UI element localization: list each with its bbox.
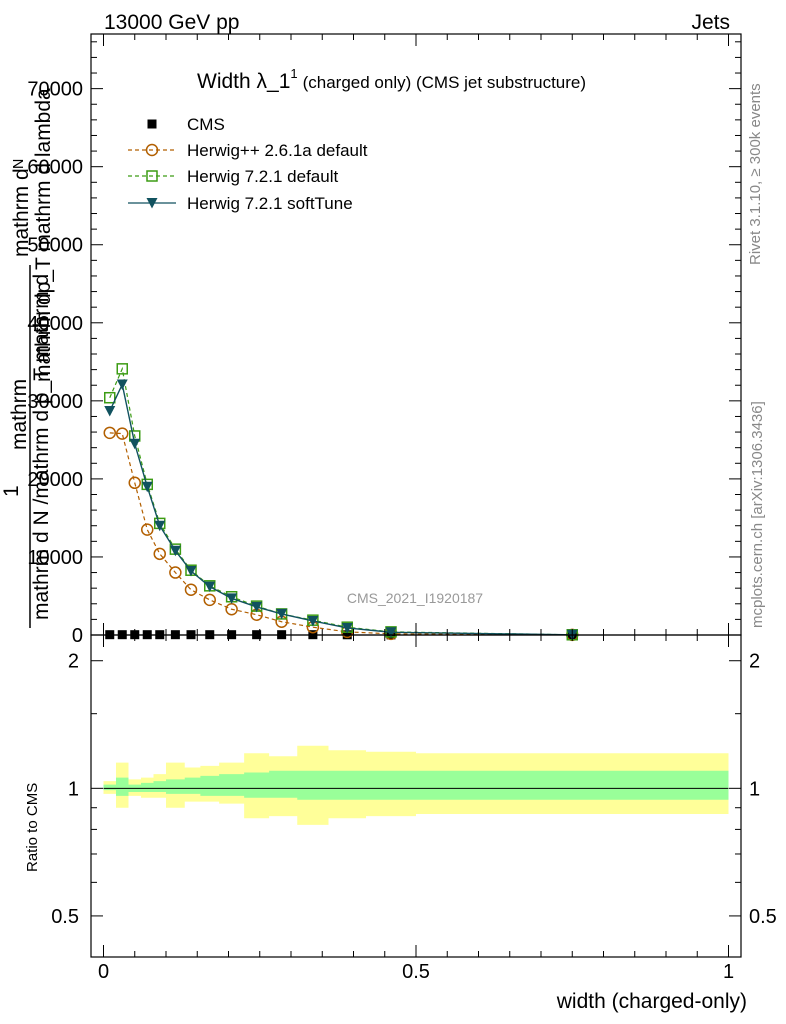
header-right: Jets <box>691 11 730 34</box>
series-herwig-7-2-1-softtune-point <box>276 608 288 620</box>
legend-herwig-2-6-1a-default-marker <box>145 143 159 157</box>
main-ytick-label: 50000 <box>27 235 83 257</box>
main-ytick-label: 60000 <box>27 157 83 179</box>
series-herwig-7-2-1-default-point <box>104 391 116 404</box>
series-herwig-2-6-1a-default-line <box>109 432 573 636</box>
ratio-xtick-label: 1 <box>723 961 734 983</box>
main-ytick-label: 40000 <box>27 313 83 335</box>
legend-cms-marker <box>147 119 157 129</box>
series-herwig-7-2-1-softtune-point <box>169 545 181 557</box>
series-herwig-7-2-1-softtune-point <box>104 405 116 417</box>
series-herwig-2-6-1a-default-point <box>169 566 182 579</box>
series-herwig-7-2-1-softtune-point <box>204 581 216 593</box>
main-ytick-label: 70000 <box>27 79 83 101</box>
series-herwig-7-2-1-default-line <box>109 366 573 636</box>
ratio-xtick-label: 0 <box>98 961 109 983</box>
ratio-ylabel: Ratio to CMS <box>24 783 41 872</box>
series-herwig-7-2-1-default-point <box>116 363 128 375</box>
series-herwig-7-2-1-softtune-point <box>307 615 319 627</box>
legend-herwig-7-2-1-softtune-marker <box>146 198 158 209</box>
ratio-ytick-label: 1 <box>68 778 79 800</box>
xlabel: width (charged-only) <box>556 990 747 1013</box>
series-herwig-7-2-1-softtune-point <box>154 520 166 532</box>
ratio-ytick-label-right: 1 <box>749 778 760 800</box>
ratio-ytick-label: 2 <box>68 651 79 673</box>
ratio-ytick-label: 0.5 <box>51 906 79 928</box>
legend-herwig-7-2-1-default-label: Herwig 7.2.1 default <box>187 167 338 186</box>
series-herwig-2-6-1a-default-point <box>153 547 166 561</box>
main-ytick-label: 30000 <box>27 391 83 413</box>
ratio-xtick-label: 0.5 <box>402 961 430 983</box>
series-herwig-7-2-1-softtune-point <box>116 379 128 390</box>
chart-title-sup: 1 <box>290 66 297 81</box>
series-herwig-2-6-1a-default-point <box>141 523 154 536</box>
series-herwig-7-2-1-softtune-point <box>251 601 263 613</box>
ylabel-dpt: mathrm dp_T mathrm d lambda <box>32 88 55 382</box>
series-herwig-2-6-1a-default-point <box>128 476 141 490</box>
series-herwig-7-2-1-softtune-line <box>109 382 573 636</box>
ylabel-one: 1 <box>0 485 23 497</box>
legend-herwig-2-6-1a-default-label: Herwig++ 2.6.1a default <box>187 141 368 160</box>
chart-title-main: Width λ_1 <box>197 70 290 93</box>
series-herwig-7-2-1-softtune-point <box>341 622 353 634</box>
main-ytick-label: 20000 <box>27 469 83 491</box>
ratio-ytick-label-right: 2 <box>749 651 760 673</box>
series-herwig-7-2-1-softtune-point <box>185 565 197 577</box>
main-ytick-label: 10000 <box>27 547 83 569</box>
header-left: 13000 GeV pp <box>104 11 239 34</box>
series-herwig-2-6-1a-default-point <box>184 583 198 596</box>
series-herwig-2-6-1a-default-point <box>103 426 116 440</box>
ylabel-mathrm: mathrm <box>8 379 31 450</box>
rivet-version-label: Rivet 3.1.10, ≥ 300k events <box>747 83 764 265</box>
legend-herwig-7-2-1-default-marker <box>146 170 158 182</box>
legend-herwig-7-2-1-softtune-label: Herwig 7.2.1 softTune <box>187 194 353 213</box>
ylabel-numerator: mathrm dᴺ <box>10 159 33 257</box>
analysis-watermark: CMS_2021_I1920187 <box>347 590 483 606</box>
chart-title-rest: (charged only) (CMS jet substructure) <box>303 73 586 92</box>
series-herwig-7-2-1-softtune-point <box>226 593 238 604</box>
ylabel-denominator: mathrm d N /mathrm d p_T mathrm d <box>30 274 53 620</box>
ratio-band-inner <box>103 770 729 800</box>
series-herwig-7-2-1-softtune-point <box>129 438 141 450</box>
ratio-ytick-label-right: 0.5 <box>749 906 777 928</box>
mcplots-label: mcplots.cern.ch [arXiv:1306.3436] <box>749 401 766 628</box>
legend-cms-label: CMS <box>187 115 225 134</box>
series-herwig-7-2-1-softtune-point <box>141 481 153 493</box>
series-herwig-2-6-1a-default-point <box>203 593 216 607</box>
series-herwig-7-2-1-softtune-point <box>385 627 397 638</box>
series-herwig-2-6-1a-default-point <box>116 427 129 440</box>
main-ytick-label: 0 <box>72 625 83 647</box>
chart-title: Width λ_11 (charged only) (CMS jet substr… <box>197 66 586 93</box>
